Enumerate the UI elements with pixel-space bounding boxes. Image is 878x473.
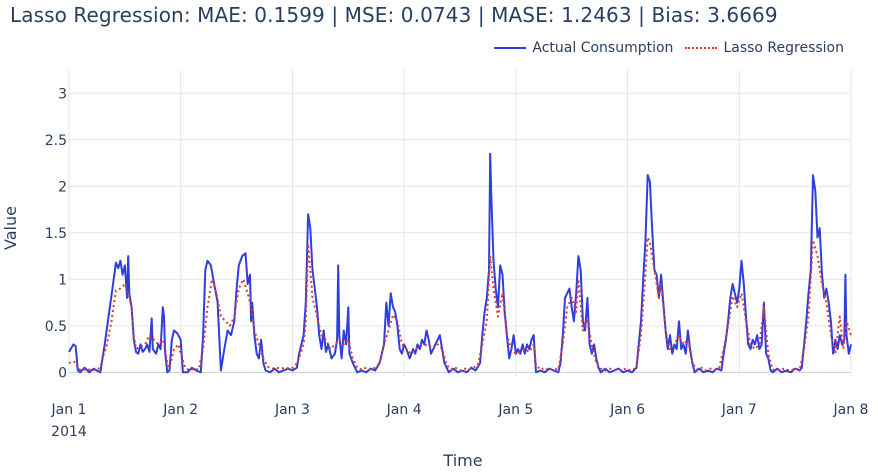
legend-item-actual[interactable]: Actual Consumption <box>494 40 673 56</box>
x-axis-ticks: Jan 1 Jan 2 Jan 3 Jan 4 Jan 5 Jan 6 Jan 7 Jan 8… <box>51 402 869 440</box>
x-tick-label: Jan 5 <box>497 402 533 418</box>
y-tick-label: 1.5 <box>45 226 67 242</box>
y-tick-label: 1 <box>58 272 67 288</box>
legend-swatch-actual <box>494 47 527 49</box>
legend-item-lasso[interactable]: Lasso Regression <box>685 40 844 56</box>
chart-title: Lasso Regression: MAE: 0.1599 | MSE: 0.0… <box>10 3 778 27</box>
legend-label-lasso: Lasso Regression <box>723 40 844 56</box>
y-tick-label: 3 <box>58 86 67 102</box>
y-tick-label: 2 <box>58 179 67 195</box>
y-tick-label: 2.5 <box>45 133 67 149</box>
y-axis-ticks: 0 0.5 1 1.5 2 2.5 3 <box>45 86 67 381</box>
x-tick-label: Jan 8 <box>833 402 869 418</box>
series-line-lasso-regression <box>68 236 852 372</box>
gridlines <box>68 70 852 377</box>
legend[interactable]: Actual Consumption Lasso Regression <box>494 40 844 56</box>
x-tick-label: Jan 7 <box>721 402 757 418</box>
y-tick-label: 0 <box>58 365 67 381</box>
y-axis-title: Value <box>1 206 20 250</box>
x-axis-title: Time <box>442 451 482 470</box>
legend-swatch-lasso <box>685 47 718 49</box>
y-tick-label: 0.5 <box>45 319 67 335</box>
x-tick-label: Jan 3 <box>274 402 310 418</box>
x-tick-label: Jan 1 <box>51 402 87 418</box>
x-tick-year-label: 2014 <box>51 424 87 440</box>
legend-label-actual: Actual Consumption <box>532 40 674 56</box>
x-tick-label: Jan 2 <box>162 402 198 418</box>
series-lines <box>68 152 852 374</box>
x-tick-label: Jan 6 <box>609 402 645 418</box>
series-line-actual-consumption <box>68 152 852 374</box>
x-tick-label: Jan 4 <box>386 402 422 418</box>
